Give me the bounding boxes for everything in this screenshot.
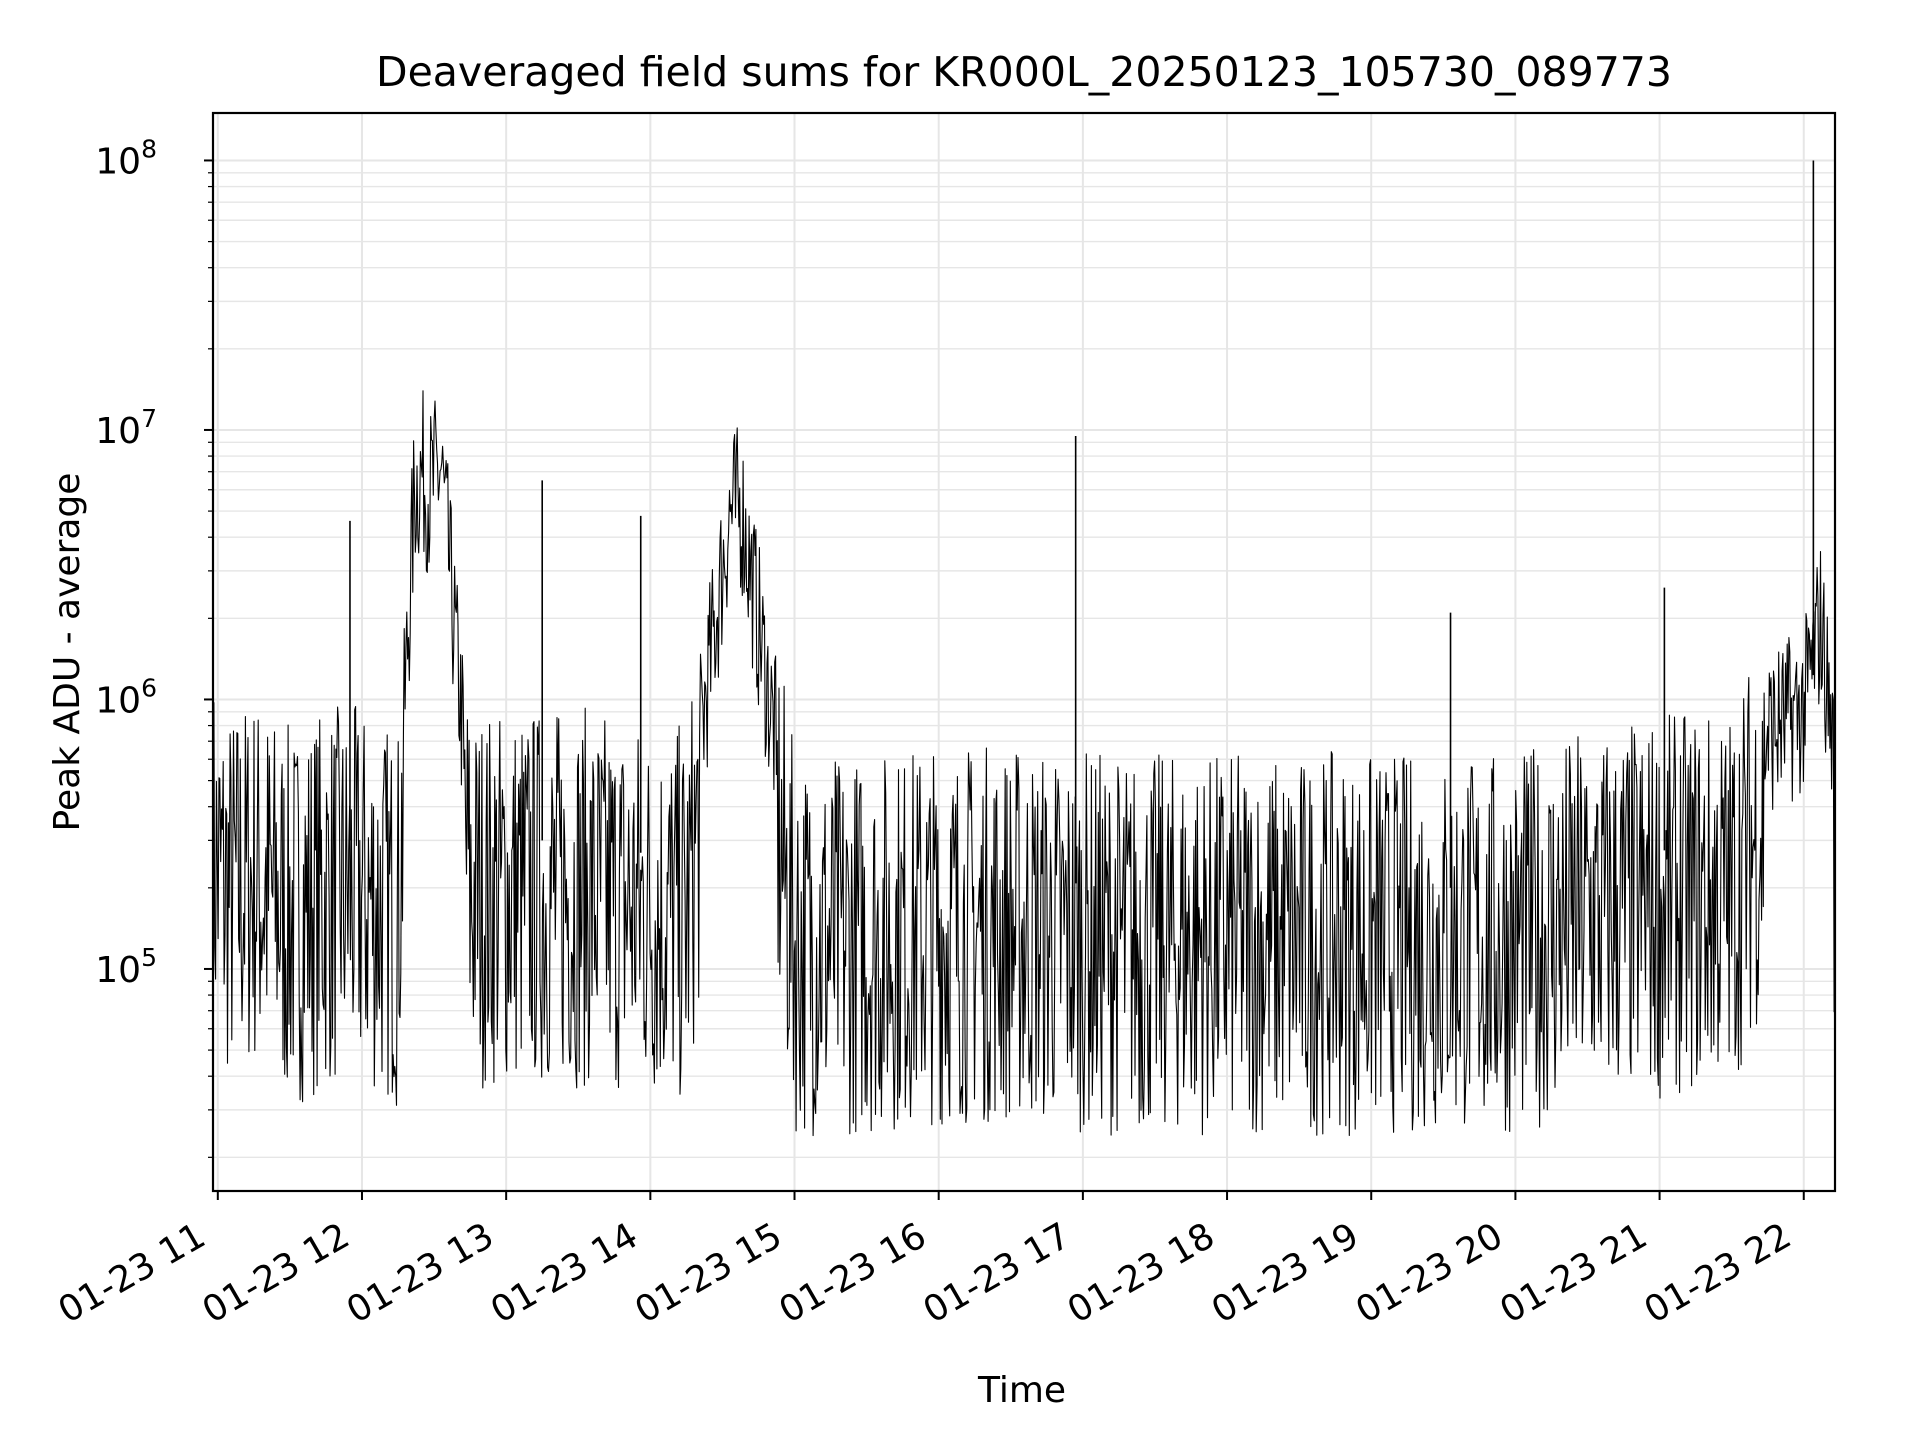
y-axis-label: Peak ADU - average: [47, 473, 88, 832]
y-tick-exponent: 8: [141, 134, 157, 163]
y-tick-exponent: 7: [141, 404, 157, 433]
y-tick-label: 108: [95, 134, 157, 182]
y-tick-label: 106: [95, 673, 157, 721]
y-tick-exponent: 6: [141, 673, 157, 702]
series-line: [212, 390, 1836, 1137]
plot-area: [212, 160, 1836, 1137]
y-tick-exponent: 5: [141, 943, 157, 972]
chart-title: Deaveraged field sums for KR000L_2025012…: [376, 48, 1672, 96]
x-axis-label: Time: [977, 1370, 1066, 1411]
axes-frame: [211, 111, 1837, 1193]
ticks: [204, 159, 1805, 1200]
